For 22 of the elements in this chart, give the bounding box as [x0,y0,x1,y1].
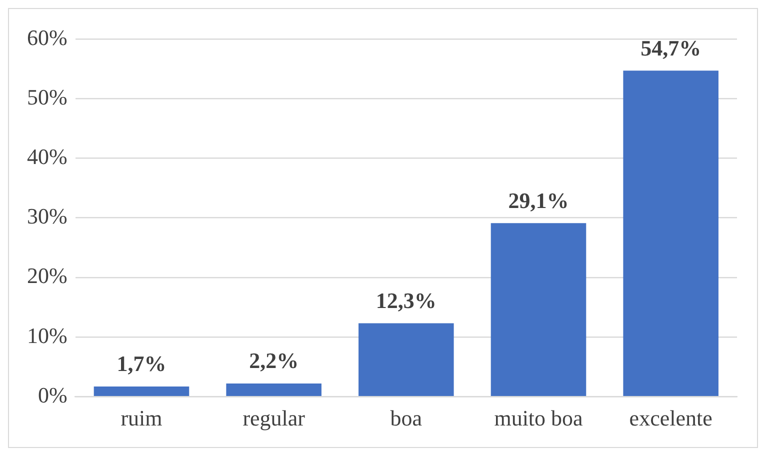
x-tick-label: ruim [120,406,162,431]
y-tick-label: 50% [27,84,68,110]
bar [358,323,454,396]
y-tick-label: 40% [27,144,68,169]
data-label: 2,2% [249,348,299,374]
y-tick-label: 0% [38,382,68,408]
bar [94,386,190,396]
data-label: 54,7% [640,35,702,60]
bar [226,383,322,396]
data-label: 29,1% [508,188,569,213]
y-tick-label: 20% [27,263,68,288]
y-tick-label: 10% [27,322,68,348]
data-label: 1,7% [116,351,166,376]
bar [623,70,718,396]
bar [490,223,586,396]
data-label: 12,3% [376,288,436,313]
x-tick-label: muito boa [494,406,584,431]
y-tick-label: 30% [27,204,68,229]
x-tick-label: excelente [629,406,712,431]
x-tick-label: boa [390,406,422,431]
y-tick-label: 60% [27,24,68,50]
x-tick-label: regular [242,406,306,431]
